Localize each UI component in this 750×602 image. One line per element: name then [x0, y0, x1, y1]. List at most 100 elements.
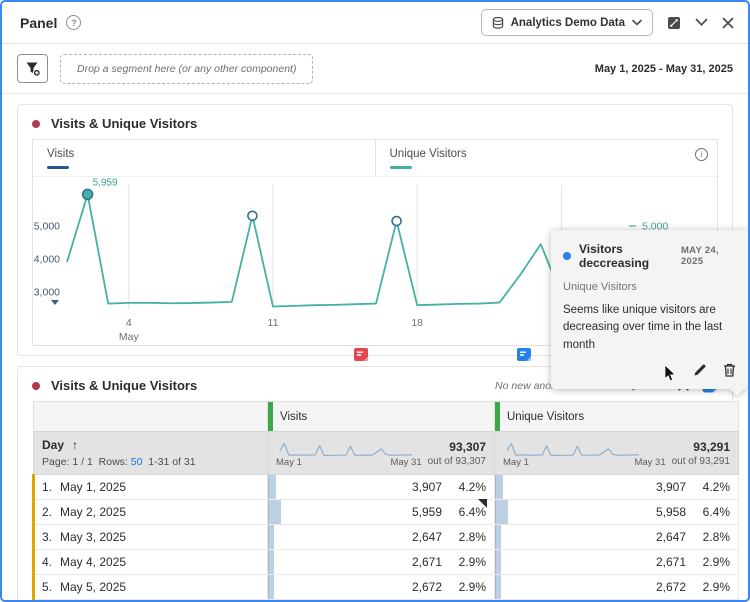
visits-percent-bar — [268, 500, 281, 524]
sort-ascending-icon[interactable]: ↑ — [72, 438, 79, 452]
legend-uv-line — [389, 166, 412, 169]
uv-value-cell[interactable]: 2,672 2.9% — [494, 574, 739, 600]
uv-sparkline — [506, 442, 639, 456]
info-icon[interactable]: i — [695, 148, 708, 161]
visits-value: 2,671 — [411, 555, 442, 569]
spark-start-label: May 1 — [276, 456, 302, 468]
spark-end-label: May 31 — [390, 456, 422, 468]
uv-summary-cell: May 1 May 31 93,291 out of 93,291 — [494, 431, 739, 475]
visits-value-cell[interactable]: 5,959 6.4% — [267, 499, 495, 525]
legend-visits-label: Visits — [47, 148, 75, 160]
annotation-body: Seems like unique visitors are decreasin… — [563, 304, 723, 351]
day-cell[interactable]: 5. May 5, 2025 — [32, 574, 268, 600]
row-date: May 2, 2025 — [60, 505, 127, 519]
close-panel-icon[interactable] — [722, 17, 734, 29]
row-date: May 4, 2025 — [60, 555, 127, 569]
visits-value-cell[interactable]: 2,672 2.9% — [267, 574, 495, 600]
visits-value: 5,959 — [411, 505, 442, 519]
day-cell[interactable]: 1. May 1, 2025 — [32, 474, 268, 500]
day-header-cell[interactable]: Day ↑ Page: 1 / 1 Rows: 50 1-31 of 31 — [33, 431, 268, 475]
uv-percent-bar — [495, 575, 501, 599]
collapse-panel-chevron-icon[interactable] — [695, 18, 708, 27]
legend-visits[interactable]: Visits — [33, 140, 375, 176]
viz-color-dot — [32, 119, 40, 128]
table-card: Visits & Unique Visitors No new anomalie… — [17, 366, 739, 600]
report-suite-selector[interactable]: Analytics Demo Data — [480, 9, 653, 36]
rows-label: Rows: — [98, 456, 128, 468]
date-range-label[interactable]: May 1, 2025 - May 31, 2025 — [594, 62, 733, 75]
visits-outof: out of 93,307 — [427, 455, 486, 467]
uv-value: 2,672 — [655, 580, 686, 594]
visits-percent-bar — [268, 525, 274, 549]
row-number: 2. — [42, 505, 53, 519]
visits-value-cell[interactable]: 2,671 2.9% — [267, 549, 495, 575]
annotation-flag-blue-icon[interactable] — [517, 348, 532, 362]
table-row[interactable]: 5. May 5, 2025 2,672 2.9% 2,672 2.9% — [32, 574, 739, 600]
corner-header-cell — [33, 401, 268, 432]
funnel-plus-icon — [26, 62, 41, 77]
spark-end-label: May 31 — [634, 456, 666, 468]
visits-percent: 2.8% — [458, 530, 486, 544]
panel-header: Panel ? Analytics Demo Data — [2, 2, 748, 44]
visits-value: 2,672 — [411, 580, 442, 594]
help-icon[interactable]: ? — [66, 15, 82, 30]
uv-value-cell[interactable]: 3,907 4.2% — [494, 474, 739, 500]
day-cell[interactable]: 4. May 4, 2025 — [32, 549, 268, 575]
visits-value-cell[interactable]: 2,647 2.8% — [267, 524, 495, 550]
legend-visits-line — [47, 166, 69, 169]
uv-value: 2,671 — [655, 555, 686, 569]
uv-percent: 2.8% — [702, 530, 730, 544]
rows-per-page-link[interactable]: 50 — [130, 456, 143, 468]
viz-color-dot — [32, 381, 40, 390]
visits-value-cell[interactable]: 3,907 4.2% — [267, 474, 495, 500]
uv-percent: 2.9% — [702, 555, 730, 569]
delete-annotation-icon[interactable] — [723, 363, 736, 377]
metric-accent-bar — [495, 402, 500, 431]
visits-percent-bar — [268, 550, 274, 574]
table-row[interactable]: 2. May 2, 2025 5,959 6.4% 5,958 6.4% — [32, 499, 739, 525]
uv-value-cell[interactable]: 2,671 2.9% — [494, 549, 739, 575]
svg-text:4: 4 — [126, 317, 132, 329]
chart-card-title: Visits & Unique Visitors — [51, 116, 198, 131]
table-card-title: Visits & Unique Visitors — [51, 378, 198, 393]
svg-text:4,000: 4,000 — [34, 254, 60, 266]
table-row[interactable]: 4. May 4, 2025 2,671 2.9% 2,671 2.9% — [32, 549, 739, 575]
visits-total: 93,307 — [449, 439, 486, 454]
svg-text:5,959: 5,959 — [93, 177, 118, 188]
uv-value: 3,907 — [655, 480, 686, 494]
visits-column-header[interactable]: Visits — [267, 401, 495, 432]
row-date: May 1, 2025 — [60, 480, 127, 494]
visits-value: 3,907 — [411, 480, 442, 494]
chart-box: Visits Unique Visitors i 4May1118253,000… — [32, 139, 718, 346]
uv-percent: 4.2% — [702, 480, 730, 494]
day-cell[interactable]: 3. May 3, 2025 — [32, 524, 268, 550]
uv-value-cell[interactable]: 5,958 6.4% — [494, 499, 739, 525]
segment-dropzone[interactable]: Drop a segment here (or any other compon… — [60, 53, 314, 84]
row-number: 3. — [42, 530, 53, 544]
page-label: Page: 1 / 1 — [42, 456, 93, 468]
uv-column-header[interactable]: Unique Visitors — [494, 401, 739, 432]
expand-panel-icon[interactable] — [667, 16, 681, 30]
table-row[interactable]: 3. May 3, 2025 2,647 2.8% 2,647 2.8% — [32, 524, 739, 550]
table-row[interactable]: 1. May 1, 2025 3,907 4.2% 3,907 4.2% — [32, 474, 739, 500]
pagination: Page: 1 / 1 Rows: 50 1-31 of 31 — [42, 456, 259, 468]
segment-filter-button[interactable] — [17, 54, 48, 83]
mouse-cursor-icon — [664, 364, 677, 382]
edit-annotation-icon[interactable] — [693, 363, 707, 377]
database-icon — [492, 16, 504, 29]
visits-percent: 6.4% — [458, 505, 486, 519]
legend-unique-visitors[interactable]: Unique Visitors — [374, 140, 718, 176]
anomaly-corner-marker — [478, 499, 487, 508]
uv-percent-bar — [495, 550, 501, 574]
day-cell[interactable]: 2. May 2, 2025 — [32, 499, 268, 525]
annotation-tooltip: Visitors deccreasing MAY 24, 2025 Unique… — [551, 230, 748, 396]
row-number: 1. — [42, 480, 53, 494]
uv-value-cell[interactable]: 2,647 2.8% — [494, 524, 739, 550]
annotation-flag-red-icon[interactable] — [354, 348, 369, 362]
uv-total: 93,291 — [693, 439, 730, 454]
visits-percent-bar — [268, 575, 274, 599]
annotation-date: MAY 24, 2025 — [680, 245, 719, 267]
svg-text:18: 18 — [411, 317, 423, 329]
